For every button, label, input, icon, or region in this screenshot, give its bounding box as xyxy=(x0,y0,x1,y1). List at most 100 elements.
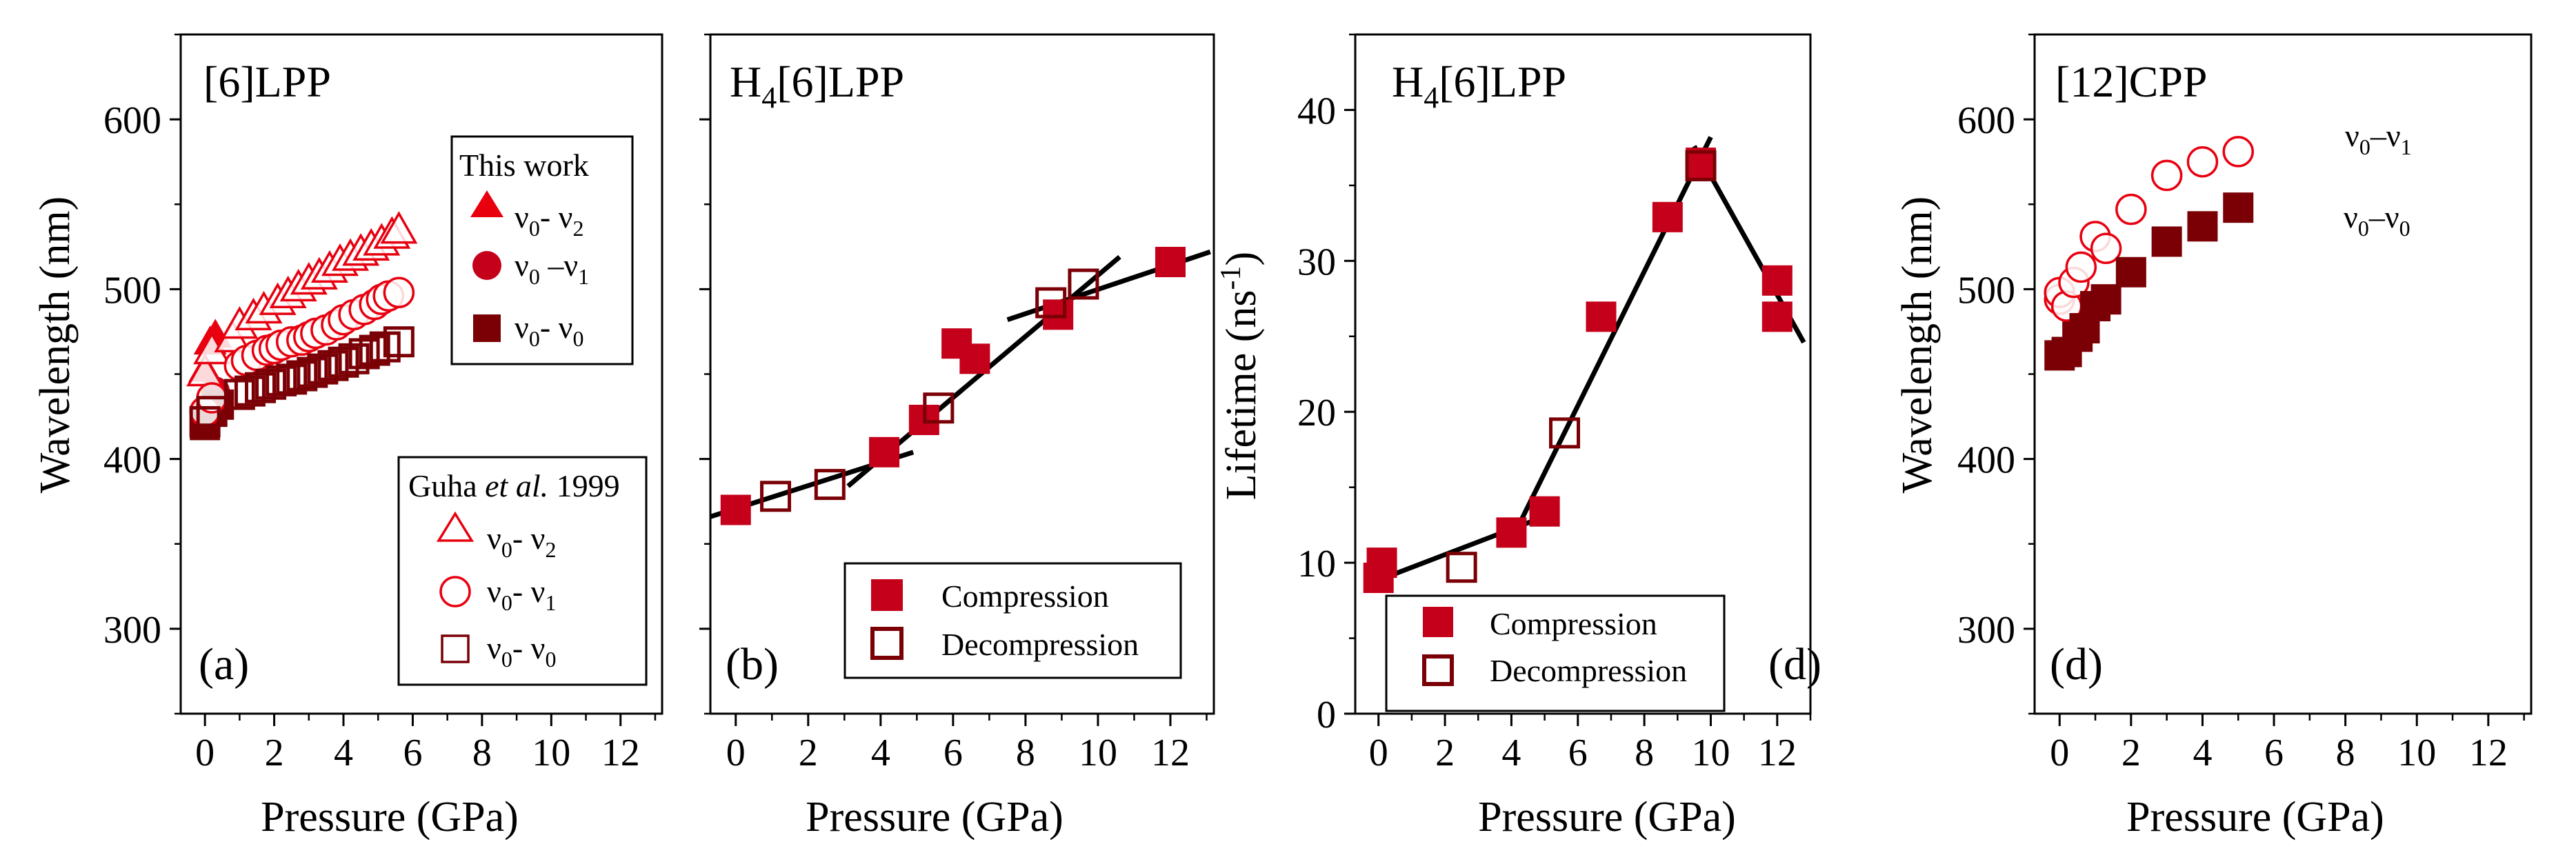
legend-label-nu0-nu0: ν0–ν0 xyxy=(2344,199,2410,241)
y-tick-label: 30 xyxy=(1297,241,1336,283)
data-point-circle-open xyxy=(2222,136,2255,168)
x-tick-label: 6 xyxy=(2264,732,2284,774)
x-tick-label: 2 xyxy=(265,732,284,774)
legend-header-this-work: This work xyxy=(459,148,589,183)
panel-d-title: [12]CPP xyxy=(2055,57,2208,106)
panel-b-title: H4[6]LPP xyxy=(730,57,904,114)
legend-label-compression: Compression xyxy=(1490,606,1657,641)
x-tick-label: 2 xyxy=(1435,732,1455,774)
data-point-square-open xyxy=(338,343,370,374)
panel-b-xlabel: Pressure (GPa) xyxy=(806,794,1064,841)
y-tick-label: 600 xyxy=(103,99,161,142)
panel-d-data xyxy=(2044,136,2255,371)
data-point-square-open xyxy=(348,338,380,370)
x-tick-label: 2 xyxy=(2121,732,2141,774)
panel-b-fits xyxy=(709,249,1211,519)
panel-c-fits xyxy=(1368,136,1806,587)
legend-marker-square-open xyxy=(441,634,470,663)
data-point-square-filled xyxy=(1586,301,1617,332)
x-tick-label: 12 xyxy=(2469,732,2508,774)
panel-d-ylabel: Wavelength (nm) xyxy=(1894,197,1941,494)
data-point-square-open xyxy=(1446,552,1477,583)
panel-b-axes: 0 2 4 6 8 10 12 xyxy=(699,33,1215,774)
data-point-square-filled xyxy=(959,343,990,374)
panel-c-data xyxy=(1363,148,1793,593)
panel-a-data xyxy=(186,211,418,441)
data-point-square-filled xyxy=(2187,211,2218,242)
x-tick-label: 4 xyxy=(1501,732,1521,774)
x-tick-label: 10 xyxy=(532,732,570,774)
data-point-square-filled xyxy=(869,436,900,468)
x-tick-label: 0 xyxy=(195,732,214,774)
data-point-square-open xyxy=(1549,417,1581,449)
panel-c-axes: 0 2 4 6 8 10 12 0 10 20 30 40 xyxy=(1297,33,1812,774)
panel-b-data xyxy=(720,246,1186,525)
panel-a-axes: 0 2 4 6 8 10 12 300 400 500 600 xyxy=(103,33,663,774)
legend-label-guha-nu0-nu0: ν0- ν0 xyxy=(487,630,556,672)
data-point-circle-open xyxy=(2186,145,2219,178)
y-tick-label: 300 xyxy=(103,609,161,652)
data-point-triangle-open xyxy=(380,211,418,244)
data-point-circle-open xyxy=(383,277,415,309)
y-tick-label: 400 xyxy=(1957,439,2015,482)
y-tick-label: 600 xyxy=(1957,99,2015,142)
data-point-square-open xyxy=(1068,268,1099,300)
data-point-square-filled xyxy=(1043,299,1074,330)
legend-label-nu0-nu2: ν0- ν2 xyxy=(515,199,583,241)
x-tick-label: 8 xyxy=(2336,732,2355,774)
legend-label-compression: Compression xyxy=(941,579,1109,614)
legend-marker-square-open xyxy=(1422,654,1454,686)
data-point-square-open xyxy=(196,396,228,428)
panel-a-letter: (a) xyxy=(199,639,249,690)
panel-d-letter: (d) xyxy=(2050,639,2103,690)
data-point-square-open xyxy=(359,334,390,366)
panel-d: Wavelength (nm) Pressure (GPa) 0 2 4 6 8 10 12… xyxy=(1894,33,2533,841)
data-point-square-open xyxy=(328,346,359,378)
data-point-square-filled xyxy=(2223,192,2254,223)
y-tick-label: 0 xyxy=(1317,694,1336,736)
y-tick-label: 500 xyxy=(1957,269,2015,312)
legend-label-decompression: Decompression xyxy=(941,627,1139,662)
panel-a-ylabel: Wavelength (nm) xyxy=(32,197,79,494)
y-tick-label: 10 xyxy=(1297,543,1336,585)
x-tick-label: 12 xyxy=(601,732,640,774)
data-point-square-filled xyxy=(1652,201,1683,232)
panel-a-xlabel: Pressure (GPa) xyxy=(261,794,519,841)
y-tick-label: 300 xyxy=(1957,609,2015,652)
panel-c: Lifetime (ns-1) Pressure (GPa) 0 2 4 6 8 10 12… xyxy=(1215,33,1821,841)
legend-marker-circle-filled xyxy=(472,251,501,280)
panel-c-letter: (d) xyxy=(1768,639,1821,690)
data-point-square-filled xyxy=(720,494,751,525)
data-point-square-open xyxy=(286,360,318,392)
legend-label-guha-nu0-nu2: ν0- ν2 xyxy=(487,521,556,562)
y-tick-label: 20 xyxy=(1297,392,1336,434)
legend-box xyxy=(397,456,648,686)
panel-a-title: [6]LPP xyxy=(203,57,331,106)
data-point-square-filled xyxy=(2115,257,2146,288)
data-point-circle-open xyxy=(2150,159,2183,192)
legend-label-nu0-nu1: ν0 –ν1 xyxy=(515,248,589,289)
data-point-square-filled xyxy=(2090,284,2121,315)
panel-d-xlabel: Pressure (GPa) xyxy=(2126,794,2384,841)
x-tick-label: 6 xyxy=(1568,732,1588,774)
panel-c-ylabel: Lifetime (ns-1) xyxy=(1215,252,1265,500)
data-point-square-open xyxy=(383,326,415,358)
data-point-square-open xyxy=(189,405,221,437)
data-point-square-open xyxy=(1035,287,1067,319)
legend-marker-square-filled xyxy=(1423,607,1453,637)
panel-b-letter: (b) xyxy=(726,639,779,690)
data-point-square-open xyxy=(276,363,308,395)
y-tick-label: 500 xyxy=(103,269,161,312)
panel-c-legend: Compression Decompression xyxy=(1385,594,1726,712)
legend-label-guha-nu0-nu1: ν0- ν1 xyxy=(487,574,556,615)
y-tick-label: 400 xyxy=(103,439,161,482)
data-point-square-open xyxy=(760,481,792,512)
data-point-square-open xyxy=(223,379,255,410)
data-point-circle-open xyxy=(2090,232,2122,265)
x-tick-label: 6 xyxy=(403,732,422,774)
data-point-square-filled xyxy=(1155,246,1186,277)
data-point-square-open xyxy=(1685,150,1717,181)
x-tick-label: 0 xyxy=(726,732,746,774)
y-tick-label: 40 xyxy=(1297,90,1336,132)
